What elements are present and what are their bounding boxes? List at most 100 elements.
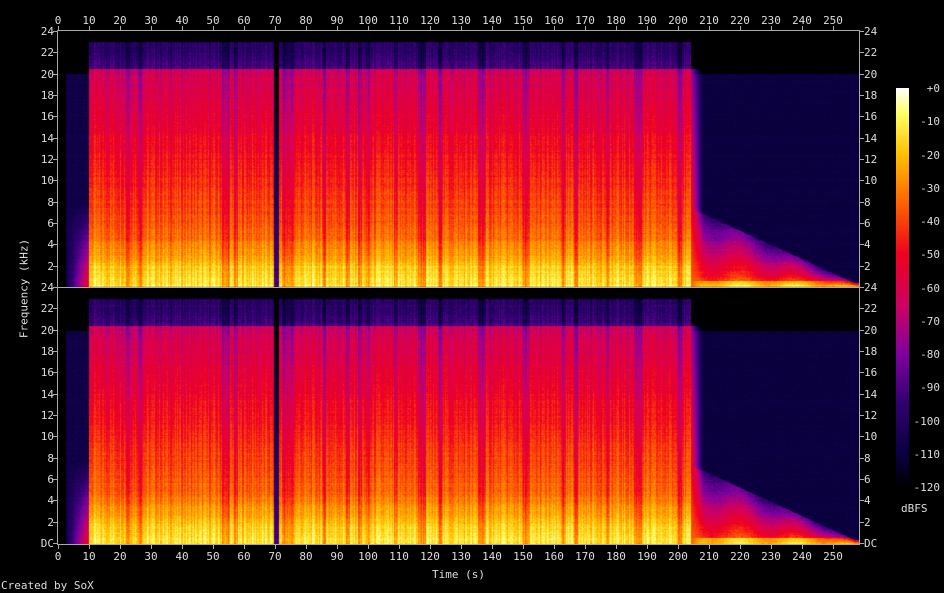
colorbar-tick-label: -90	[920, 381, 940, 395]
colorbar-tick-label: -80	[920, 348, 940, 361]
x-tick-label-top: 90	[330, 14, 344, 27]
x-tick-label-top: 100	[358, 14, 378, 27]
x-tick-label-bottom: 200	[668, 550, 688, 563]
axis-tick	[833, 545, 834, 549]
axis-tick	[244, 26, 245, 30]
axis-tick	[740, 26, 741, 30]
axis-tick	[860, 457, 864, 459]
colorbar-tick-label: -60	[920, 281, 940, 295]
x-tick-label-bottom: 180	[606, 550, 626, 563]
y-tick-label-right: 8	[864, 195, 871, 209]
axis-tick	[337, 26, 338, 30]
y-tick-label-right: 4	[864, 238, 871, 252]
axis-tick	[860, 415, 864, 416]
y-tick-label-right: 2	[864, 259, 871, 273]
x-tick-label-bottom: 190	[637, 550, 657, 563]
axis-tick	[492, 545, 493, 549]
axis-tick	[182, 26, 183, 30]
y-tick-label-right: 4	[864, 494, 871, 508]
y-tick-label-right: 24	[864, 25, 878, 38]
axis-tick	[53, 73, 57, 75]
x-tick-label-bottom: 250	[823, 550, 843, 563]
axis-tick	[802, 545, 803, 549]
y-tick-label-right: 2	[864, 515, 871, 529]
axis-tick	[860, 287, 864, 288]
axis-tick	[523, 545, 524, 549]
x-tick-label-bottom: 80	[299, 550, 313, 563]
y-tick-label-left: DC	[40, 537, 54, 550]
y-tick-label-right: 18	[864, 345, 878, 358]
x-tick-label-top: 130	[451, 14, 471, 27]
x-tick-label-top: 200	[668, 14, 688, 27]
axis-tick	[833, 26, 834, 30]
y-tick-label-left: 18	[40, 345, 54, 358]
colorbar-tick-label: -70	[920, 314, 940, 328]
axis-tick	[430, 545, 431, 549]
axis-tick	[53, 201, 57, 203]
y-tick-label-left: 22	[40, 46, 54, 60]
axis-tick	[53, 287, 57, 288]
axis-tick	[53, 415, 57, 416]
y-tick-label-right: 22	[864, 302, 878, 316]
x-tick-label-top: 250	[823, 14, 843, 27]
axis-tick	[151, 26, 152, 30]
x-axis-label: Time (s)	[432, 568, 485, 581]
axis-tick	[53, 479, 57, 480]
x-tick-label-top: 80	[299, 14, 313, 27]
axis-tick	[860, 116, 864, 118]
axis-tick	[306, 26, 307, 30]
y-tick-label-left: 12	[40, 409, 54, 422]
axis-tick	[430, 26, 431, 30]
axis-tick	[802, 26, 803, 30]
axis-tick	[53, 543, 57, 544]
axis-tick	[860, 180, 864, 182]
axis-tick	[860, 137, 864, 139]
x-tick-label-top: 230	[761, 14, 781, 27]
y-tick-label-left: 6	[47, 473, 54, 486]
x-tick-label-top: 40	[175, 14, 189, 27]
x-tick-label-bottom: 40	[175, 550, 189, 563]
x-tick-label-bottom: 150	[513, 550, 533, 563]
axis-tick	[554, 26, 555, 30]
x-tick-label-bottom: 160	[544, 550, 564, 563]
y-tick-label-right: 16	[864, 366, 878, 380]
axis-tick	[709, 26, 710, 30]
x-tick-label-top: 140	[482, 14, 502, 27]
axis-tick	[616, 545, 617, 549]
y-tick-label-left: 22	[40, 302, 54, 316]
colorbar-tick-label: -110	[913, 447, 941, 461]
x-tick-label-top: 20	[113, 14, 127, 27]
x-tick-label-top: 60	[237, 14, 251, 27]
axis-tick	[213, 545, 214, 549]
x-tick-label-bottom: 140	[482, 550, 502, 563]
x-tick-label-bottom: 20	[113, 550, 127, 563]
axis-tick	[53, 393, 57, 395]
axis-tick	[771, 26, 772, 30]
axis-tick	[53, 265, 57, 267]
axis-tick	[616, 26, 617, 30]
axis-tick	[647, 26, 648, 30]
axis-tick	[306, 545, 307, 549]
axis-tick	[120, 26, 121, 30]
colorbar-tick-label: -20	[920, 148, 940, 162]
axis-tick	[709, 545, 710, 549]
axis-tick	[53, 116, 57, 118]
axis-tick	[740, 545, 741, 549]
axis-tick	[461, 545, 462, 549]
x-tick-label-top: 150	[513, 14, 533, 27]
channel-2-frame	[57, 287, 860, 545]
axis-tick	[860, 500, 864, 502]
colorbar-tick-label: -50	[920, 248, 940, 262]
x-tick-label-top: 110	[389, 14, 409, 27]
axis-tick	[368, 545, 369, 549]
x-tick-label-bottom: 100	[358, 550, 378, 563]
axis-tick	[585, 545, 586, 549]
x-tick-label-top: 160	[544, 14, 564, 27]
axis-tick	[860, 521, 864, 523]
axis-tick	[860, 52, 864, 54]
axis-tick	[275, 545, 276, 549]
y-tick-label-right: 18	[864, 89, 878, 102]
y-tick-label-left: 8	[47, 451, 54, 465]
x-tick-label-bottom: 170	[575, 550, 595, 563]
axis-tick	[58, 545, 59, 549]
